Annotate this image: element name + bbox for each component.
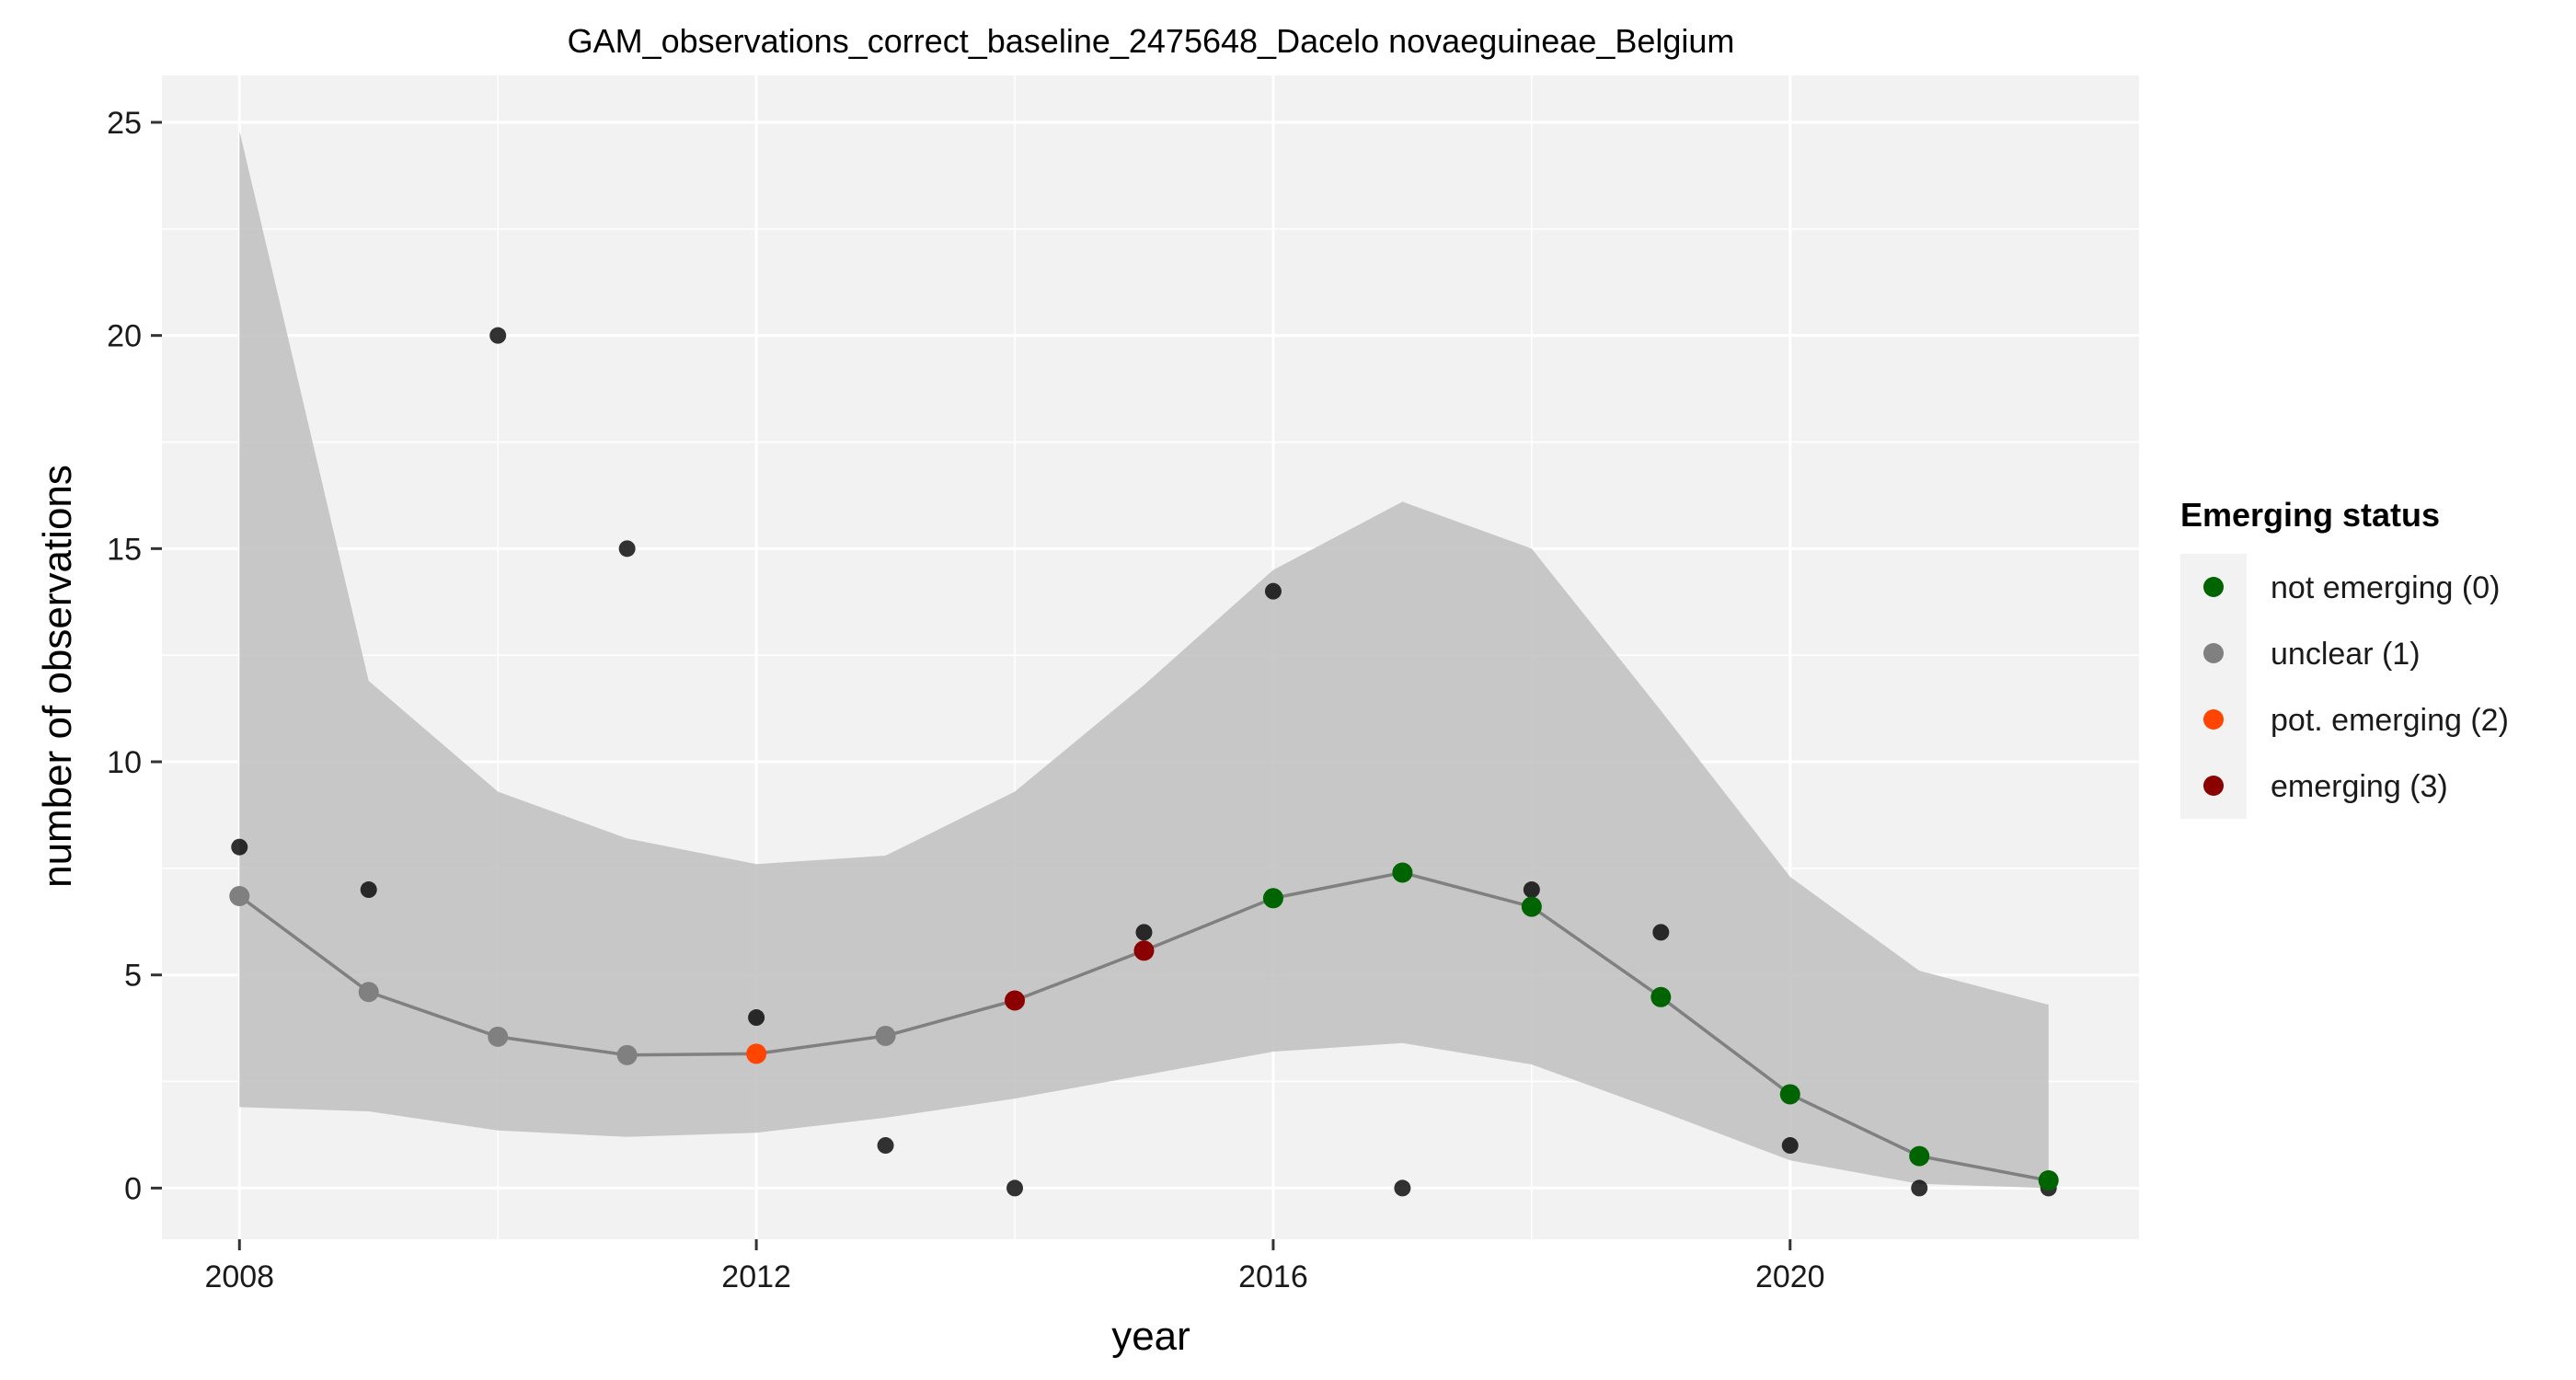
fitted-points (229, 862, 2059, 1191)
fitted-point (875, 1025, 896, 1046)
fitted-point (1521, 896, 1542, 917)
legend-label: unclear (1) (2271, 637, 2421, 672)
legend-symbol (2203, 577, 2224, 597)
legend-label: emerging (3) (2271, 769, 2448, 804)
x-tick-label: 2012 (721, 1259, 791, 1294)
y-tick-label: 0 (124, 1171, 142, 1206)
fitted-point (1779, 1084, 1800, 1105)
observed-point (1523, 881, 1540, 899)
fitted-point (1005, 990, 1026, 1011)
observed-point (1394, 1179, 1411, 1197)
legend-symbol (2203, 776, 2224, 796)
legend-entries: not emerging (0) unclear (1) pot. emerging… (2180, 554, 2509, 819)
legend: Emerging status not emerging (0) unclear … (2180, 496, 2509, 819)
observed-point (1006, 1179, 1024, 1197)
x-tick-label: 2008 (204, 1259, 274, 1294)
legend-symbol (2203, 709, 2224, 730)
observed-point (1264, 582, 1282, 600)
observed-points (231, 327, 2057, 1197)
observed-point (618, 540, 636, 558)
x-tick-label: 2020 (1755, 1259, 1825, 1294)
legend-title: Emerging status (2180, 496, 2440, 534)
x-axis-label: year (1111, 1314, 1190, 1359)
fitted-point (2038, 1170, 2059, 1191)
observed-point (877, 1137, 894, 1155)
observed-point (748, 1009, 765, 1027)
fitted-point (616, 1044, 638, 1065)
fitted-point (1909, 1145, 1930, 1167)
legend-label: not emerging (0) (2271, 570, 2500, 605)
fitted-point (1392, 862, 1413, 883)
fitted-point (1650, 986, 1672, 1007)
y-tick-label: 15 (107, 532, 142, 567)
fitted-point (358, 982, 379, 1003)
x-tick-label: 2016 (1238, 1259, 1308, 1294)
fitted-point (488, 1026, 509, 1047)
y-tick-label: 10 (107, 745, 142, 780)
legend-label: pot. emerging (2) (2271, 703, 2509, 738)
observed-point (489, 327, 507, 344)
observed-point (360, 881, 377, 899)
observed-point (231, 838, 248, 856)
y-tick-label: 5 (124, 959, 142, 994)
x-axis: 2008 2012 2016 2020 (204, 1239, 1825, 1294)
observed-point (1135, 924, 1153, 941)
confidence-ribbon (239, 131, 2049, 1189)
fitted-point (746, 1043, 767, 1064)
observed-point (1911, 1179, 1928, 1197)
y-tick-label: 20 (107, 319, 142, 354)
y-tick-label: 25 (107, 106, 142, 141)
y-axis-label: number of observations (35, 465, 80, 888)
observed-point (1781, 1137, 1799, 1155)
legend-symbol (2203, 643, 2224, 663)
chart-title: GAM_observations_correct_baseline_247564… (568, 22, 1735, 60)
observed-point (1652, 924, 1670, 941)
fitted-point (1262, 888, 1283, 909)
fitted-point (229, 885, 250, 906)
y-axis: 0 5 10 15 20 25 (107, 106, 162, 1206)
fitted-point (1133, 940, 1155, 961)
